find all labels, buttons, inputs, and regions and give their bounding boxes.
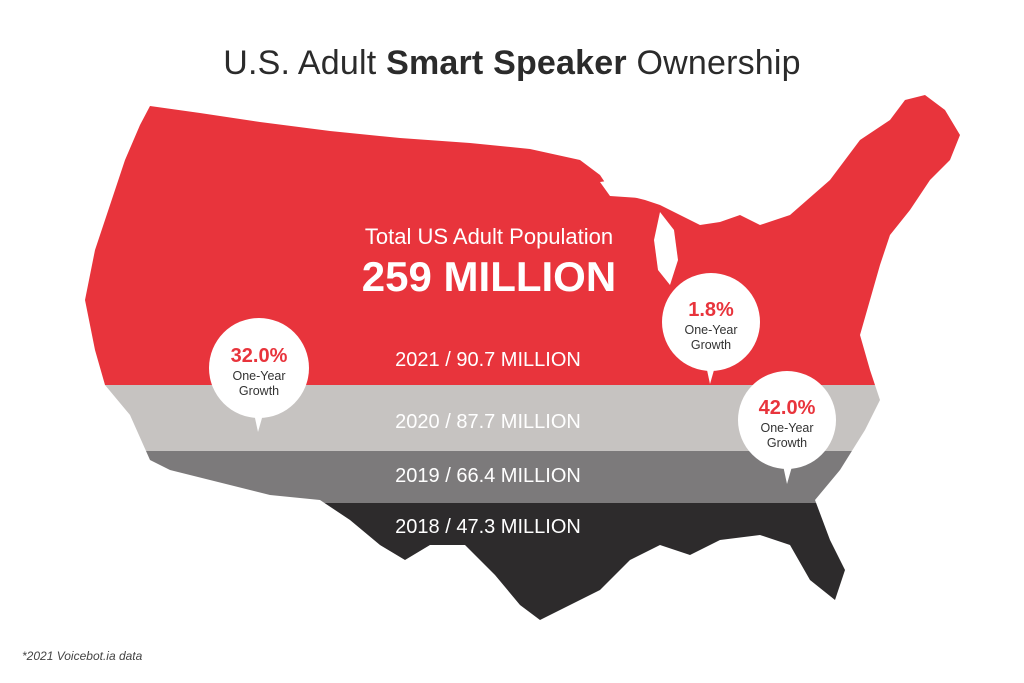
footnote: *2021 Voicebot.ia data	[22, 649, 143, 663]
bubble-line2: Growth	[239, 384, 279, 398]
band-label-2019: 2019 / 66.4 MILLION	[395, 465, 581, 487]
band-label-2021: 2021 / 90.7 MILLION	[395, 349, 581, 371]
bubble-line2: Growth	[767, 436, 807, 450]
band-label-2020: 2020 / 87.7 MILLION	[395, 411, 581, 433]
bubble-line2: Growth	[691, 338, 731, 352]
lake-michigan-shape	[654, 212, 678, 285]
bubble-circle	[662, 273, 760, 371]
band-labels: 2021 / 90.7 MILLION 2020 / 87.7 MILLION …	[395, 349, 581, 538]
lake-superior-shape	[600, 176, 665, 198]
bubble-circle	[209, 318, 309, 418]
bubble-line1: One-Year	[684, 323, 737, 337]
growth-bubble-32: 32.0% One-Year Growth	[209, 318, 309, 432]
title-suffix: Ownership	[636, 44, 801, 82]
chart-title: U.S. Adult Smart Speaker Ownership	[0, 44, 1024, 83]
growth-bubble-1-8: 1.8% One-Year Growth	[662, 273, 760, 384]
bubble-line1: One-Year	[760, 421, 813, 435]
bubble-circle	[738, 371, 836, 469]
title-bold: Smart Speaker	[386, 44, 627, 82]
population-label-group: Total US Adult Population 259 MILLION	[362, 224, 616, 300]
bubble-value: 32.0%	[231, 345, 288, 367]
population-value: 259 MILLION	[362, 253, 616, 300]
growth-bubble-42: 42.0% One-Year Growth	[738, 371, 836, 484]
bubble-line1: One-Year	[232, 369, 285, 383]
band-label-2018: 2018 / 47.3 MILLION	[395, 516, 581, 538]
bubble-value: 1.8%	[688, 299, 734, 321]
population-label: Total US Adult Population	[365, 224, 613, 249]
title-prefix: U.S. Adult	[223, 44, 377, 82]
bubble-value: 42.0%	[759, 397, 816, 419]
